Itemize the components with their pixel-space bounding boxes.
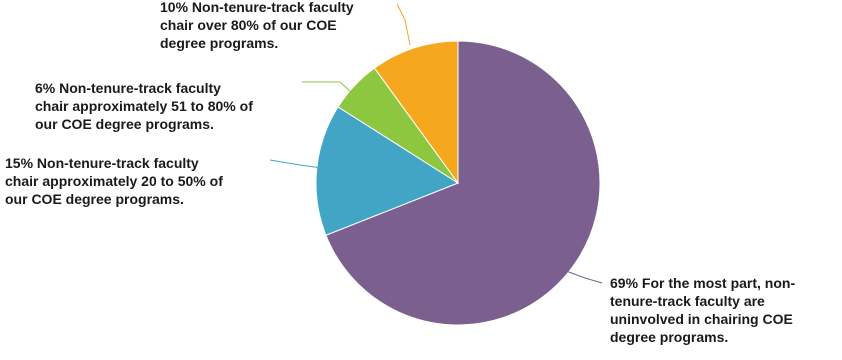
pie-slice-1 xyxy=(315,106,460,236)
slice-label-line: degree programs. xyxy=(610,329,728,345)
leader-line-1 xyxy=(269,159,323,169)
leader-lines xyxy=(269,3,603,284)
slice-label-line: chair approximately 51 to 80% of xyxy=(35,98,253,114)
leader-line-3 xyxy=(396,3,411,46)
slice-label-line: our COE degree programs. xyxy=(5,191,184,207)
pie-slices xyxy=(315,40,601,326)
pie-slice-0 xyxy=(325,40,601,326)
slice-label-3: 10% Non-tenure-track faculty chair over 8… xyxy=(160,0,354,51)
slice-label-line: chair approximately 20 to 50% of xyxy=(5,173,223,189)
slice-label-line: 69% For the most part, non- xyxy=(610,275,795,291)
slice-label-line: 15% Non-tenure-track faculty xyxy=(5,155,199,171)
slice-label-0: 69% For the most part, non-tenure-track … xyxy=(610,275,795,345)
slice-label-line: 6% Non-tenure-track faculty xyxy=(35,80,221,96)
slice-label-line: chair over 80% of our COE xyxy=(160,17,337,33)
slice-label-line: uninvolved in chairing COE xyxy=(610,311,793,327)
slice-label-line: tenure-track faculty are xyxy=(610,293,765,309)
slice-label-1: 15% Non-tenure-track faculty chair approx… xyxy=(5,155,223,207)
pie-slice-3 xyxy=(373,40,459,185)
slice-label-line: degree programs. xyxy=(160,35,278,51)
slice-labels: 69% For the most part, non-tenure-track … xyxy=(5,0,795,345)
leader-line-0 xyxy=(557,267,603,284)
slice-label-2: 6% Non-tenure-track faculty chair approxi… xyxy=(35,80,253,132)
leader-line-2 xyxy=(302,81,353,94)
slice-label-line: our COE degree programs. xyxy=(35,116,214,132)
slice-label-line: 10% Non-tenure-track faculty xyxy=(160,0,354,15)
